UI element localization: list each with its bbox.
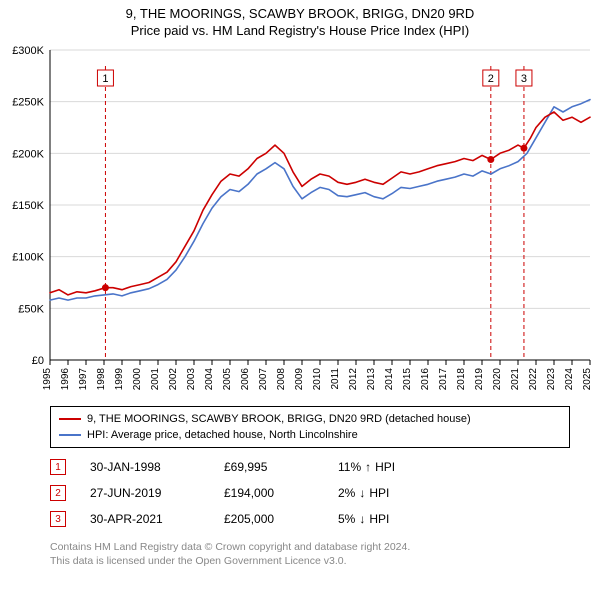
title-address: 9, THE MOORINGS, SCAWBY BROOK, BRIGG, DN… — [0, 6, 600, 21]
legend-swatch-subject — [59, 418, 81, 420]
svg-text:2002: 2002 — [168, 368, 179, 391]
svg-text:2024: 2024 — [564, 368, 575, 391]
svg-text:£200K: £200K — [12, 148, 44, 160]
arrow-down-icon: ↓ — [359, 512, 365, 526]
svg-text:2003: 2003 — [186, 368, 197, 391]
event-price: £205,000 — [224, 512, 314, 526]
legend-label-subject: 9, THE MOORINGS, SCAWBY BROOK, BRIGG, DN… — [87, 413, 471, 425]
legend-swatch-hpi — [59, 434, 81, 436]
svg-text:1: 1 — [102, 73, 108, 85]
svg-text:2008: 2008 — [276, 368, 287, 391]
svg-text:2019: 2019 — [474, 368, 485, 391]
event-row: 1 30-JAN-1998 £69,995 11% ↑ HPI — [50, 454, 570, 480]
legend-label-hpi: HPI: Average price, detached house, Nort… — [87, 429, 358, 441]
copyright-footer: Contains HM Land Registry data © Crown c… — [50, 540, 570, 568]
svg-text:2022: 2022 — [528, 368, 539, 391]
svg-text:£0: £0 — [32, 355, 44, 367]
svg-text:2021: 2021 — [510, 368, 521, 391]
event-delta: 11% ↑ HPI — [338, 460, 438, 474]
svg-text:£250K: £250K — [12, 97, 44, 109]
svg-text:2025: 2025 — [582, 368, 593, 391]
svg-text:2016: 2016 — [420, 368, 431, 391]
arrow-down-icon: ↓ — [359, 486, 365, 500]
event-badge: 2 — [50, 485, 66, 501]
sale-events: 1 30-JAN-1998 £69,995 11% ↑ HPI 2 27-JUN… — [50, 454, 570, 532]
legend-item-subject: 9, THE MOORINGS, SCAWBY BROOK, BRIGG, DN… — [59, 411, 561, 427]
svg-text:£150K: £150K — [12, 200, 44, 212]
event-badge: 3 — [50, 511, 66, 527]
svg-text:2001: 2001 — [150, 368, 161, 391]
price-chart: £0 £50K £100K £150K £200K £250K £300K 1995 1996 1… — [0, 40, 600, 400]
event-price: £194,000 — [224, 486, 314, 500]
footer-line2: This data is licensed under the Open Gov… — [50, 554, 570, 568]
svg-text:2009: 2009 — [294, 368, 305, 391]
svg-text:2007: 2007 — [258, 368, 269, 391]
svg-text:2015: 2015 — [402, 368, 413, 391]
svg-text:2005: 2005 — [222, 368, 233, 391]
event-date: 30-JAN-1998 — [90, 460, 200, 474]
svg-text:2013: 2013 — [366, 368, 377, 391]
svg-text:1995: 1995 — [42, 368, 53, 391]
svg-text:£300K: £300K — [12, 45, 44, 57]
svg-text:3: 3 — [521, 73, 527, 85]
svg-text:2011: 2011 — [330, 368, 341, 390]
chart-svg: £0 £50K £100K £150K £200K £250K £300K 1995 1996 1… — [0, 40, 600, 400]
svg-text:£100K: £100K — [12, 252, 44, 264]
svg-text:2010: 2010 — [312, 368, 323, 391]
arrow-up-icon: ↑ — [365, 460, 371, 474]
svg-text:2020: 2020 — [492, 368, 503, 391]
svg-text:1996: 1996 — [60, 368, 71, 391]
event-date: 27-JUN-2019 — [90, 486, 200, 500]
svg-text:2018: 2018 — [456, 368, 467, 391]
event-row: 3 30-APR-2021 £205,000 5% ↓ HPI — [50, 506, 570, 532]
svg-text:2000: 2000 — [132, 368, 143, 391]
svg-text:1998: 1998 — [96, 368, 107, 391]
footer-line1: Contains HM Land Registry data © Crown c… — [50, 540, 570, 554]
event-date: 30-APR-2021 — [90, 512, 200, 526]
event-row: 2 27-JUN-2019 £194,000 2% ↓ HPI — [50, 480, 570, 506]
svg-text:1997: 1997 — [78, 368, 89, 391]
svg-text:£50K: £50K — [18, 303, 44, 315]
legend: 9, THE MOORINGS, SCAWBY BROOK, BRIGG, DN… — [50, 406, 570, 448]
svg-text:2012: 2012 — [348, 368, 359, 391]
svg-text:2017: 2017 — [438, 368, 449, 391]
legend-item-hpi: HPI: Average price, detached house, Nort… — [59, 427, 561, 443]
event-price: £69,995 — [224, 460, 314, 474]
event-delta: 2% ↓ HPI — [338, 486, 438, 500]
title-subtitle: Price paid vs. HM Land Registry's House … — [0, 23, 600, 38]
svg-text:2023: 2023 — [546, 368, 557, 391]
chart-title-block: 9, THE MOORINGS, SCAWBY BROOK, BRIGG, DN… — [0, 0, 600, 40]
event-badge: 1 — [50, 459, 66, 475]
svg-text:2004: 2004 — [204, 368, 215, 391]
svg-text:2006: 2006 — [240, 368, 251, 391]
event-delta: 5% ↓ HPI — [338, 512, 438, 526]
svg-text:2014: 2014 — [384, 368, 395, 391]
svg-text:1999: 1999 — [114, 368, 125, 391]
svg-text:2: 2 — [488, 73, 494, 85]
